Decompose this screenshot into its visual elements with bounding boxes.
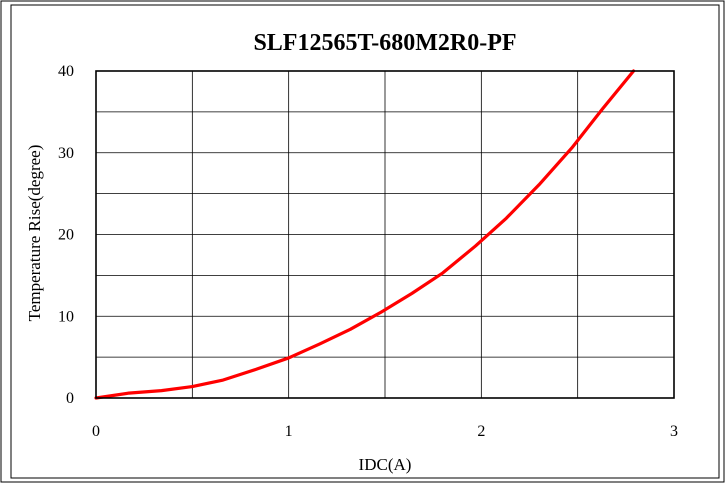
y-tick-label: 10 [58,308,74,325]
x-tick-label: 3 [670,423,678,440]
y-tick-label: 30 [58,145,74,162]
plot-area [95,70,675,399]
x-tick-label: 2 [477,423,485,440]
series-line [94,69,636,400]
grid [96,71,674,398]
y-tick-label: 40 [58,63,74,80]
x-tick-label: 1 [285,423,293,440]
y-axis-label: Temperature Rise(degree) [25,145,44,322]
chart-title: SLF12565T-680M2R0-PF [253,30,516,56]
y-tick-labels: 0 10 20 30 40 [58,63,74,407]
x-tick-label: 0 [92,423,100,440]
series-layer [94,69,636,400]
y-tick-label: 0 [66,390,74,407]
y-tick-label: 20 [58,227,74,244]
inner-border [10,4,720,479]
x-tick-labels: 0 1 2 3 [92,423,678,440]
x-axis-label: IDC(A) [359,455,412,474]
